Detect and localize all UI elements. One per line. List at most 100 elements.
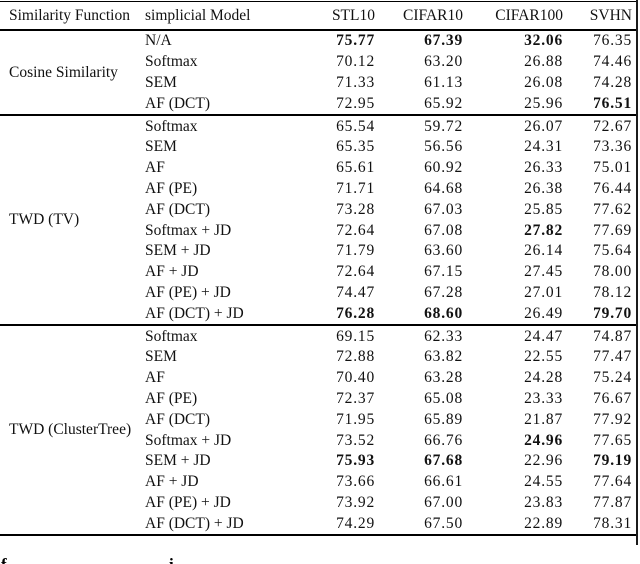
score-cell: 26.14 — [524, 242, 563, 260]
score-cell: 25.96 — [524, 94, 563, 112]
score-cell: 67.00 — [424, 493, 463, 511]
table-row: AF (PE) + JD 73.92 67.00 23.83 77.87 — [0, 493, 637, 514]
table-row: AF + JD 73.66 66.61 24.55 77.64 — [0, 472, 637, 493]
model-cell: AF (DCT) — [145, 410, 211, 428]
score-cell: 27.45 — [524, 263, 563, 281]
score-cell: 77.47 — [593, 348, 632, 366]
score-cell: 78.00 — [593, 263, 632, 281]
model-cell: AF — [145, 369, 165, 387]
score-cell: 74.28 — [593, 73, 632, 91]
score-cell: 78.12 — [593, 283, 632, 301]
table-row: SEM 72.88 63.82 22.55 77.47 — [0, 347, 637, 368]
score-cell: 72.95 — [336, 94, 375, 112]
score-cell: 32.06 — [524, 32, 563, 50]
score-cell: 68.60 — [424, 304, 463, 322]
score-cell: 71.95 — [336, 410, 375, 428]
table-row: AF (PE) + JD 74.47 67.28 27.01 78.12 — [0, 283, 637, 304]
table-row: SEM + JD 71.79 63.60 26.14 75.64 — [0, 241, 637, 262]
table-group-2: TWD (ClusterTree) Softmax 69.15 62.33 24.47 7… — [0, 325, 637, 536]
model-cell: SEM + JD — [145, 242, 211, 260]
model-cell: AF (DCT) + JD — [145, 304, 244, 322]
table-header: Similarity Function simplicial Model STL… — [0, 1, 637, 30]
score-cell: 67.08 — [424, 221, 463, 239]
score-cell: 75.24 — [593, 369, 632, 387]
model-cell: Softmax + JD — [145, 431, 232, 449]
score-cell: 77.87 — [593, 493, 632, 511]
score-cell: 24.47 — [524, 327, 563, 345]
score-cell: 75.77 — [336, 32, 375, 50]
score-cell: 59.72 — [424, 117, 463, 135]
score-cell: 75.01 — [593, 159, 632, 177]
table-row: AF (DCT) 73.28 67.03 25.85 77.62 — [0, 199, 637, 220]
table-row: Softmax 70.12 63.20 26.88 74.46 — [0, 52, 637, 73]
score-cell: 77.92 — [593, 410, 632, 428]
score-cell: 63.20 — [424, 53, 463, 71]
table-row: AF (DCT) + JD 76.28 68.60 26.49 79.70 — [0, 303, 637, 325]
score-cell: 67.15 — [424, 263, 463, 281]
table-row: AF (DCT) 72.95 65.92 25.96 76.51 — [0, 93, 637, 115]
score-cell: 24.96 — [524, 431, 563, 449]
score-cell: 76.51 — [593, 94, 632, 112]
table-row: AF 65.61 60.92 26.33 75.01 — [0, 158, 637, 179]
model-cell: AF + JD — [145, 473, 199, 491]
score-cell: 71.71 — [336, 179, 375, 197]
col-header-stl10: STL10 — [331, 6, 375, 24]
score-cell: 65.35 — [336, 138, 375, 156]
score-cell: 74.46 — [593, 53, 632, 71]
model-cell: SEM + JD — [145, 452, 211, 470]
score-cell: 65.92 — [424, 94, 463, 112]
score-cell: 64.68 — [424, 179, 463, 197]
model-cell: N/A — [145, 32, 172, 50]
score-cell: 27.82 — [524, 221, 563, 239]
table-row: AF (PE) 72.37 65.08 23.33 76.67 — [0, 389, 637, 410]
model-cell: SEM — [145, 138, 177, 156]
table-row: AF + JD 72.64 67.15 27.45 78.00 — [0, 262, 637, 283]
score-cell: 26.07 — [524, 117, 563, 135]
score-cell: 24.55 — [524, 473, 563, 491]
cut-off-caption: f i — [0, 556, 640, 564]
score-cell: 23.33 — [524, 389, 563, 407]
table-row: AF 70.40 63.28 24.28 75.24 — [0, 368, 637, 389]
similarity-function-cell: Cosine Similarity — [9, 63, 118, 81]
score-cell: 65.08 — [424, 389, 463, 407]
score-cell: 76.35 — [593, 32, 632, 50]
score-cell: 76.67 — [593, 389, 632, 407]
score-cell: 74.47 — [336, 283, 375, 301]
score-cell: 22.96 — [524, 452, 563, 470]
table-row: Cosine Similarity N/A 75.77 67.39 32.06 76.35 — [0, 30, 637, 80]
score-cell: 69.15 — [336, 327, 375, 345]
score-cell: 67.39 — [424, 32, 463, 50]
model-cell: AF + JD — [145, 263, 199, 281]
model-cell: Softmax — [145, 117, 198, 135]
model-cell: AF (PE) + JD — [145, 283, 231, 301]
score-cell: 26.38 — [524, 179, 563, 197]
score-cell: 77.62 — [593, 200, 632, 218]
col-header-cifar10: CIFAR10 — [402, 6, 463, 24]
score-cell: 72.67 — [593, 117, 632, 135]
score-cell: 66.61 — [424, 473, 463, 491]
score-cell: 70.12 — [336, 53, 375, 71]
score-cell: 79.19 — [593, 452, 632, 470]
score-cell: 26.88 — [524, 53, 563, 71]
score-cell: 72.88 — [336, 348, 375, 366]
score-cell: 25.85 — [524, 200, 563, 218]
score-cell: 67.28 — [424, 283, 463, 301]
score-cell: 67.50 — [424, 514, 463, 532]
model-cell: SEM — [145, 73, 177, 91]
model-cell: AF (PE) — [145, 389, 198, 407]
table-row: Softmax + JD 73.52 66.76 24.96 77.65 — [0, 430, 637, 451]
model-cell: AF (PE) + JD — [145, 493, 231, 511]
score-cell: 73.52 — [336, 431, 375, 449]
model-cell: AF (DCT) + JD — [145, 514, 244, 532]
col-header-similarity-function: Similarity Function — [9, 6, 130, 24]
table-group-1: TWD (TV) Softmax 65.54 59.72 26.07 72.67 SEM 65… — [0, 115, 637, 326]
score-cell: 22.55 — [524, 348, 563, 366]
score-cell: 66.76 — [424, 431, 463, 449]
table-row: TWD (ClusterTree) Softmax 69.15 62.33 24.47 7… — [0, 325, 637, 439]
caption-fragment: i — [169, 556, 174, 564]
score-cell: 26.33 — [524, 159, 563, 177]
model-cell: AF (DCT) — [145, 200, 211, 218]
score-cell: 72.64 — [336, 221, 375, 239]
score-cell: 65.89 — [424, 410, 463, 428]
col-header-cifar100: CIFAR100 — [495, 6, 563, 24]
